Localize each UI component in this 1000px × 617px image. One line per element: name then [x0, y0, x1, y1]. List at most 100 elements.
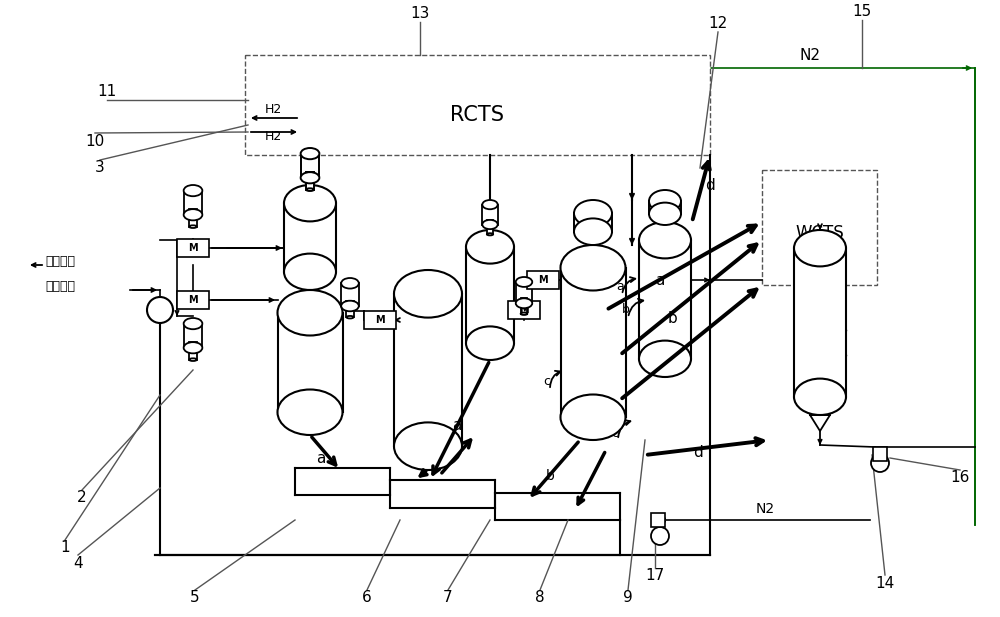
Text: 13: 13 [410, 7, 430, 22]
Bar [341, 283, 359, 306]
Text: 3: 3 [95, 160, 105, 175]
Bar [639, 240, 691, 359]
Bar [184, 191, 202, 215]
Ellipse shape [184, 342, 202, 354]
Bar [284, 203, 336, 272]
Text: 6: 6 [362, 590, 372, 605]
Text: 12: 12 [708, 17, 728, 31]
Text: 反应进料: 反应进料 [45, 280, 75, 293]
Circle shape [147, 297, 173, 323]
Circle shape [651, 527, 669, 545]
Ellipse shape [184, 185, 202, 196]
Bar [649, 201, 681, 214]
Ellipse shape [649, 202, 681, 225]
Ellipse shape [189, 225, 197, 228]
Ellipse shape [301, 172, 319, 183]
Ellipse shape [521, 313, 527, 315]
Ellipse shape [649, 190, 681, 212]
Text: 14: 14 [875, 576, 895, 590]
Ellipse shape [284, 254, 336, 290]
Text: b: b [668, 311, 678, 326]
Bar [487, 220, 493, 234]
Text: 16: 16 [950, 471, 970, 486]
Text: 10: 10 [85, 133, 105, 149]
Ellipse shape [394, 270, 462, 318]
Ellipse shape [639, 341, 691, 377]
Text: M: M [188, 243, 198, 253]
Text: 5: 5 [190, 590, 200, 605]
Ellipse shape [516, 298, 532, 308]
Bar [364, 311, 396, 329]
Bar [560, 268, 626, 417]
Bar [394, 294, 462, 446]
Text: d: d [693, 445, 703, 460]
Ellipse shape [482, 200, 498, 209]
Text: M: M [538, 275, 548, 285]
Bar [762, 170, 877, 285]
Text: a: a [316, 451, 325, 466]
Text: 1: 1 [60, 540, 70, 555]
Text: a: a [452, 418, 461, 433]
Ellipse shape [794, 230, 846, 267]
Text: H2: H2 [264, 130, 282, 143]
Ellipse shape [301, 148, 319, 159]
Ellipse shape [284, 185, 336, 222]
Bar [306, 172, 314, 189]
Text: M: M [519, 305, 529, 315]
Bar [177, 291, 209, 309]
Text: 反应产物: 反应产物 [45, 255, 75, 268]
Ellipse shape [487, 233, 493, 236]
Text: 17: 17 [645, 568, 665, 584]
Bar [482, 205, 498, 225]
Bar [651, 513, 665, 527]
Text: M: M [188, 295, 198, 305]
Text: a: a [655, 273, 664, 288]
Ellipse shape [341, 278, 359, 289]
Text: 2: 2 [77, 491, 87, 505]
Text: c: c [672, 356, 680, 371]
Text: 9: 9 [623, 590, 633, 605]
Text: H2: H2 [264, 103, 282, 116]
Bar [466, 247, 514, 343]
Text: N2: N2 [800, 48, 820, 63]
Bar [873, 447, 887, 461]
Bar [189, 342, 197, 360]
Ellipse shape [560, 245, 626, 291]
Text: M: M [375, 315, 385, 325]
Ellipse shape [482, 220, 498, 229]
Ellipse shape [278, 389, 342, 435]
Bar [527, 271, 559, 289]
Text: b: b [546, 469, 555, 483]
Bar [521, 298, 527, 314]
Ellipse shape [574, 218, 612, 245]
Text: 4: 4 [73, 555, 83, 571]
Text: d: d [705, 178, 715, 193]
Text: 11: 11 [97, 85, 117, 99]
Bar [508, 301, 540, 319]
Ellipse shape [639, 222, 691, 259]
Ellipse shape [341, 300, 359, 312]
Ellipse shape [574, 200, 612, 226]
Bar [794, 248, 846, 397]
Text: RCTS: RCTS [450, 105, 505, 125]
Ellipse shape [306, 188, 314, 191]
Text: c: c [543, 375, 550, 388]
Ellipse shape [278, 290, 342, 336]
Text: b: b [622, 303, 630, 316]
Ellipse shape [516, 277, 532, 287]
Ellipse shape [466, 230, 514, 263]
Text: c: c [611, 427, 618, 440]
Ellipse shape [466, 326, 514, 360]
Bar [189, 209, 197, 226]
Circle shape [871, 454, 889, 472]
Text: WCTS: WCTS [795, 223, 844, 241]
Ellipse shape [184, 318, 202, 329]
Bar [278, 313, 342, 412]
Bar [301, 154, 319, 178]
Ellipse shape [189, 358, 197, 361]
Text: b: b [445, 441, 454, 455]
Text: 15: 15 [852, 4, 872, 20]
Ellipse shape [394, 423, 462, 470]
Text: 8: 8 [535, 590, 545, 605]
Text: a: a [616, 280, 624, 293]
